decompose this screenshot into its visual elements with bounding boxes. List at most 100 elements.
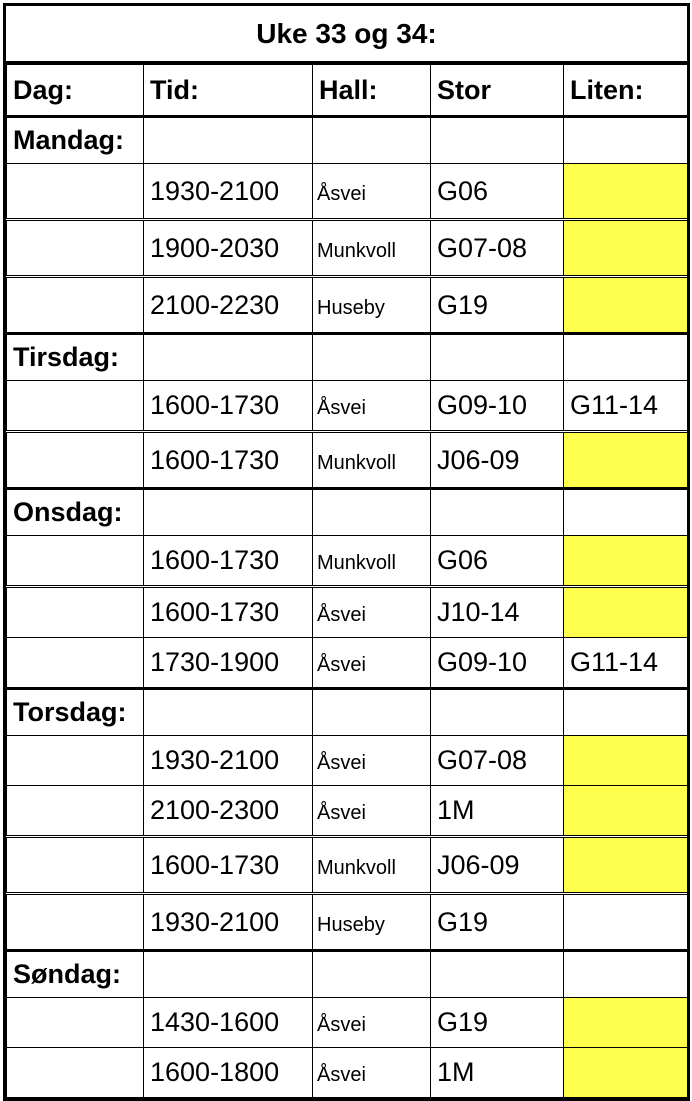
hall-cell: Åsvei	[312, 785, 431, 837]
day-row: Søndag:	[6, 949, 688, 998]
empty-cell	[6, 637, 144, 689]
empty-cell	[6, 735, 144, 786]
empty-cell	[143, 116, 313, 164]
empty-cell	[6, 997, 144, 1048]
stor-cell: G09-10	[430, 380, 564, 432]
empty-cell	[143, 949, 313, 998]
slot-row: 1930-2100 Åsvei G07-08	[6, 735, 688, 786]
slot-row: 1430-1600 Åsvei G19	[6, 997, 688, 1048]
empty-cell	[6, 275, 144, 334]
schedule-table: Dag: Tid: Hall: Stor Liten: Mandag: 1930-…	[6, 64, 688, 1098]
hall-cell: Åsvei	[312, 163, 431, 220]
empty-cell	[563, 949, 688, 998]
liten-cell-highlighted	[563, 585, 688, 638]
slot-row: 1600-1730 Munkvoll J06-09	[6, 835, 688, 894]
empty-cell	[6, 835, 144, 894]
liten-cell-highlighted	[563, 535, 688, 587]
stor-cell: G19	[430, 892, 564, 951]
header-liten: Liten:	[563, 64, 688, 118]
liten-cell-highlighted	[563, 835, 688, 894]
schedule-body: Dag: Tid: Hall: Stor Liten: Mandag: 1930-…	[6, 64, 688, 1098]
slot-row: 1600-1730 Åsvei J10-14	[6, 585, 688, 638]
time-cell: 1600-1730	[143, 535, 313, 587]
time-cell: 1600-1730	[143, 430, 313, 489]
header-row: Dag: Tid: Hall: Stor Liten:	[6, 64, 688, 118]
time-cell: 1600-1800	[143, 1047, 313, 1098]
hall-cell: Munkvoll	[312, 835, 431, 894]
stor-cell: G19	[430, 997, 564, 1048]
time-cell: 1930-2100	[143, 892, 313, 951]
hall-cell: Munkvoll	[312, 535, 431, 587]
liten-cell: G11-14	[563, 380, 688, 432]
slot-row: 1600-1800 Åsvei 1M	[6, 1047, 688, 1098]
empty-cell	[143, 487, 313, 536]
empty-cell	[563, 116, 688, 164]
empty-cell	[6, 785, 144, 837]
hall-cell: Munkvoll	[312, 430, 431, 489]
day-name: Tirsdag:	[6, 332, 144, 381]
stor-cell: G07-08	[430, 735, 564, 786]
slot-row: 1900-2030 Munkvoll G07-08	[6, 218, 688, 277]
slot-row: 1600-1730 Munkvoll G06	[6, 535, 688, 587]
slot-row: 2100-2300 Åsvei 1M	[6, 785, 688, 837]
empty-cell	[312, 949, 431, 998]
day-name: Torsdag:	[6, 687, 144, 736]
empty-cell	[143, 687, 313, 736]
empty-cell	[563, 487, 688, 536]
hall-cell: Åsvei	[312, 735, 431, 786]
day-row: Mandag:	[6, 116, 688, 164]
hall-cell: Huseby	[312, 892, 431, 951]
header-tid: Tid:	[143, 64, 313, 118]
day-row: Onsdag:	[6, 487, 688, 536]
time-cell: 1430-1600	[143, 997, 313, 1048]
hall-cell: Huseby	[312, 275, 431, 334]
empty-cell	[6, 163, 144, 220]
empty-cell	[563, 332, 688, 381]
slot-row: 1600-1730 Åsvei G09-10 G11-14	[6, 380, 688, 432]
schedule-title: Uke 33 og 34:	[6, 6, 687, 64]
slot-row: 1730-1900 Åsvei G09-10 G11-14	[6, 637, 688, 689]
time-cell: 1930-2100	[143, 735, 313, 786]
liten-cell-highlighted	[563, 997, 688, 1048]
liten-cell: G11-14	[563, 637, 688, 689]
empty-cell	[6, 1047, 144, 1098]
time-cell: 1930-2100	[143, 163, 313, 220]
day-name: Søndag:	[6, 949, 144, 998]
liten-cell-highlighted	[563, 430, 688, 489]
liten-cell-highlighted	[563, 785, 688, 837]
header-hall: Hall:	[312, 64, 431, 118]
stor-cell: J06-09	[430, 430, 564, 489]
stor-cell: 1M	[430, 1047, 564, 1098]
stor-cell: G06	[430, 535, 564, 587]
day-name: Onsdag:	[6, 487, 144, 536]
time-cell: 2100-2300	[143, 785, 313, 837]
empty-cell	[143, 332, 313, 381]
empty-cell	[312, 332, 431, 381]
empty-cell	[6, 585, 144, 638]
liten-cell	[563, 892, 688, 951]
hall-cell: Åsvei	[312, 585, 431, 638]
empty-cell	[430, 332, 564, 381]
header-dag: Dag:	[6, 64, 144, 118]
empty-cell	[563, 687, 688, 736]
day-row: Torsdag:	[6, 687, 688, 736]
empty-cell	[312, 116, 431, 164]
stor-cell: 1M	[430, 785, 564, 837]
time-cell: 1600-1730	[143, 585, 313, 638]
empty-cell	[430, 116, 564, 164]
schedule-sheet: Uke 33 og 34: Dag: Tid: Hall: Stor Liten…	[3, 3, 690, 1101]
time-cell: 2100-2230	[143, 275, 313, 334]
hall-cell: Munkvoll	[312, 218, 431, 277]
stor-cell: G06	[430, 163, 564, 220]
time-cell: 1600-1730	[143, 380, 313, 432]
stor-cell: G19	[430, 275, 564, 334]
empty-cell	[6, 430, 144, 489]
liten-cell-highlighted	[563, 163, 688, 220]
time-cell: 1730-1900	[143, 637, 313, 689]
slot-row: 1930-2100 Huseby G19	[6, 892, 688, 951]
empty-cell	[312, 487, 431, 536]
empty-cell	[430, 687, 564, 736]
time-cell: 1600-1730	[143, 835, 313, 894]
empty-cell	[430, 949, 564, 998]
stor-cell: G07-08	[430, 218, 564, 277]
